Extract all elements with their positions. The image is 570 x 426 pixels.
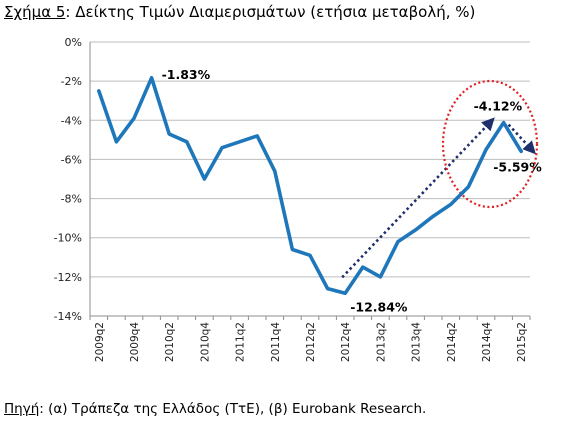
x-tick-label: 2011q2	[235, 322, 247, 362]
highlight-ellipse	[441, 79, 539, 209]
trend-arrow-up	[341, 117, 495, 279]
x-tick-label: 2013q2	[375, 322, 387, 362]
y-tick-label: -10%	[54, 232, 82, 245]
y-tick-label: -4%	[61, 114, 82, 127]
y-tick-label: -6%	[61, 153, 82, 166]
x-tick-label: 2010q2	[164, 322, 176, 362]
y-tick-label: -14%	[54, 310, 82, 323]
x-tick-label: 2009q2	[94, 322, 106, 362]
source-text: : (α) Τράπεζα της Ελλάδος (ΤτΕ), (β) Eur…	[39, 401, 427, 417]
data-label: -4.12%	[474, 99, 523, 114]
title-text: : Δείκτης Τιμών Διαμερισμάτων (ετήσια με…	[65, 3, 476, 21]
source-note: Πηγή: (α) Τράπεζα της Ελλάδος (ΤτΕ), (β)…	[4, 401, 426, 417]
x-tick-label: 2011q4	[270, 322, 282, 362]
y-tick-label: -12%	[54, 271, 82, 284]
source-prefix: Πηγή	[4, 401, 40, 417]
series-line	[97, 76, 524, 296]
annotations-layer	[341, 79, 539, 279]
x-tick-label: 2009q4	[129, 322, 141, 362]
gridlines	[89, 41, 530, 317]
series-layer	[97, 76, 524, 296]
y-tick-label: -8%	[61, 193, 82, 206]
data-label: -5.59%	[493, 159, 542, 174]
y-tick-label: -2%	[61, 75, 82, 88]
x-tick-label: 2014q4	[481, 322, 493, 362]
x-tick-label: 2010q4	[199, 322, 211, 362]
x-tick-label: 2015q2	[516, 322, 528, 362]
trend-arrow-down	[507, 123, 536, 155]
data-labels: -1.83% -12.84% -4.12% -5.59%	[162, 67, 543, 314]
data-label: -12.84%	[350, 299, 408, 314]
x-tick-label: 2013q4	[411, 322, 423, 362]
x-tick-label: 2012q2	[305, 322, 317, 362]
data-label: -1.83%	[162, 67, 211, 82]
x-tick-label: 2012q4	[340, 322, 352, 362]
y-tick-label: 0%	[65, 36, 82, 49]
y-axis: 0% -2% -4% -6% -8% -10% -12% -14%	[54, 36, 82, 323]
chart-title: Σχήμα 5: Δείκτης Τιμών Διαμερισμάτων (ετ…	[4, 3, 475, 21]
figure-number: Σχήμα 5	[4, 3, 66, 21]
x-tick-label: 2014q2	[446, 322, 458, 362]
x-axis: 2009q2 2009q4 2010q2 2010q4 2011q2 2011q4 2012…	[89, 316, 531, 362]
